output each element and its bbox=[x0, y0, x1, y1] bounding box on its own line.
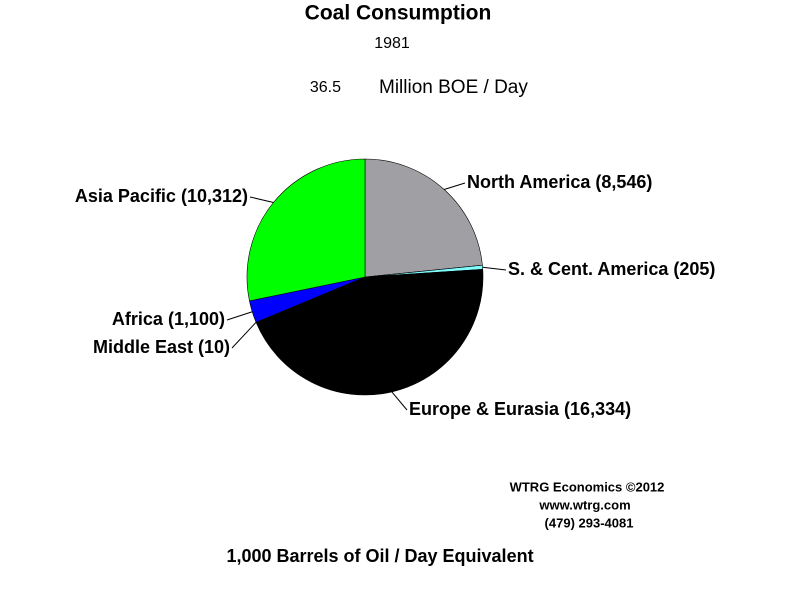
pie-slice bbox=[364, 158, 483, 278]
slice-value: (205) bbox=[673, 259, 715, 279]
total-unit: Million BOE / Day bbox=[379, 77, 528, 98]
slice-label: Middle East (10) bbox=[93, 337, 230, 357]
leader-line bbox=[444, 182, 466, 190]
leader-line bbox=[231, 321, 257, 349]
slice-label: Asia Pacific (10,312) bbox=[75, 186, 248, 206]
slice-category: S. & Cent. America bbox=[508, 259, 669, 279]
chart-subtitle: 1981 bbox=[374, 35, 410, 52]
slice-value: (8,546) bbox=[595, 172, 652, 192]
credit-line: (479) 293-4081 bbox=[545, 515, 634, 530]
slice-category: Middle East bbox=[93, 337, 193, 357]
pie-slice bbox=[246, 158, 366, 302]
leader-line bbox=[482, 266, 507, 271]
leader-line bbox=[226, 311, 253, 321]
slice-value: (10,312) bbox=[181, 186, 248, 206]
slice-value: (1,100) bbox=[168, 309, 225, 329]
slice-value: (16,334) bbox=[564, 399, 631, 419]
x-axis-label: 1,000 Barrels of Oil / Day Equivalent bbox=[226, 546, 533, 566]
pie-slice bbox=[255, 269, 484, 396]
slice-category: North America bbox=[467, 172, 591, 192]
slice-category: Europe & Eurasia bbox=[409, 399, 560, 419]
credit-line: WTRG Economics ©2012 bbox=[510, 479, 665, 494]
slice-category: Asia Pacific bbox=[75, 186, 176, 206]
credit-line: www.wtrg.com bbox=[538, 497, 630, 512]
slice-label: S. & Cent. America (205) bbox=[508, 259, 715, 279]
leader-line bbox=[249, 196, 274, 203]
slice-label: Africa (1,100) bbox=[112, 309, 225, 329]
total-value: 36.5 bbox=[310, 79, 341, 96]
slice-label: North America (8,546) bbox=[467, 172, 652, 192]
slice-label: Europe & Eurasia (16,334) bbox=[409, 399, 631, 419]
slice-category: Africa bbox=[112, 309, 164, 329]
slice-value: (10) bbox=[198, 337, 230, 357]
chart-title: Coal Consumption bbox=[305, 2, 492, 25]
leader-line bbox=[391, 391, 408, 411]
